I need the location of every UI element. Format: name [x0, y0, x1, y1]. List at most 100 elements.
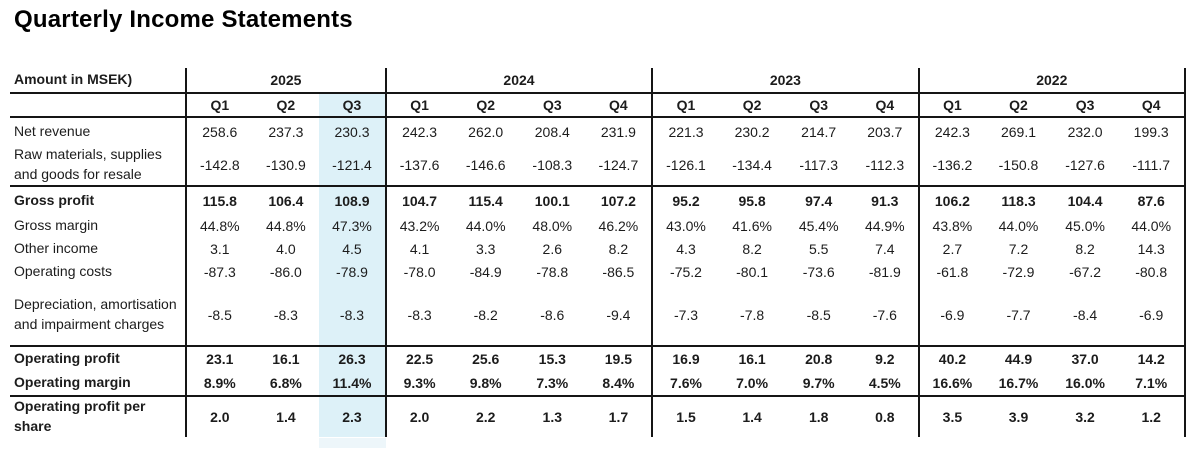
row-label: Other income	[14, 239, 99, 256]
table-cell: 8.2	[1075, 240, 1095, 257]
table-row: Raw materials, supplies and goods for re…	[10, 145, 1187, 187]
table-cell: -7.3	[651, 284, 719, 347]
table-cell: 2.7	[917, 237, 986, 260]
table-cell: 16.0%	[1051, 371, 1119, 397]
row-label: Operating margin	[10, 371, 186, 397]
table-cell: 262.0	[468, 123, 504, 140]
table-cell: 104.4	[1067, 192, 1103, 209]
table-cell: -86.0	[269, 264, 302, 280]
table-cell: 37.0	[1071, 351, 1099, 367]
table-cell: 4.3	[651, 237, 719, 260]
table-cell: -7.6	[851, 284, 919, 347]
table-cell: -142.8	[185, 145, 253, 187]
table-cell: -61.8	[917, 260, 986, 284]
table-cell: 107.2	[600, 192, 636, 209]
table-row: Other income 3.1 4.0 4.5 4.1 3.3 2.6 8.2 4.3 8.2 5…	[10, 237, 1187, 260]
table-cell: -136.2	[917, 145, 986, 187]
quarter-header-row: Q1 Q2 Q3 Q1 Q2 Q3 Q4 Q1 Q2 Q3 Q4 Q1 Q2 Q3 Q4	[10, 93, 1187, 118]
quarter-header: Q1	[384, 93, 453, 118]
table-cell: 242.3	[917, 117, 986, 145]
table-cell: 22.5	[384, 346, 453, 371]
table-cell: 269.1	[1000, 123, 1037, 140]
table-cell: 11.4%	[319, 371, 386, 397]
table-cell: -9.4	[585, 284, 653, 347]
table-cell: 1.7	[608, 408, 629, 425]
table-cell: 100.1	[534, 192, 570, 209]
table-cell: 4.5	[319, 237, 386, 260]
table-cell: 95.2	[651, 186, 719, 214]
row-label: Operating profit	[14, 350, 120, 367]
table-cell: 9.7%	[785, 371, 852, 397]
table-cell: 16.6%	[917, 371, 986, 397]
table-cell: 2.0	[384, 396, 453, 437]
table-cell: -8.5	[185, 284, 253, 347]
year-header: 2025	[185, 68, 386, 94]
income-statements-table: Amount in MSEK) 2025 2024 2023 2022 Q1 Q2 Q3 Q1 Q…	[10, 68, 1187, 437]
table-cell: -81.9	[868, 264, 901, 280]
row-label: Gross margin	[14, 216, 99, 233]
table-cell: 7.3%	[518, 371, 586, 397]
table-cell: 4.5%	[851, 371, 919, 397]
quarter-header: Q3	[319, 93, 386, 118]
table-row: Operating margin 8.9% 6.8% 11.4% 9.3% 9.8% 7.3…	[10, 371, 1187, 397]
table-cell: 44.8%	[185, 214, 253, 237]
table-cell: 118.3	[1001, 192, 1036, 209]
table-cell: -8.6	[518, 284, 586, 347]
table-cell: 6.8%	[252, 371, 320, 397]
table-cell: 44.9	[1004, 351, 1033, 367]
table-cell: -112.3	[851, 145, 919, 187]
table-cell: -8.3	[319, 284, 386, 347]
row-label: Raw materials, supplies and goods for re…	[10, 145, 186, 187]
table-cell: 8.9%	[185, 371, 253, 397]
table-cell: -67.2	[1069, 264, 1102, 280]
quarter-header: Q3	[785, 93, 852, 118]
table-cell: -72.9	[1002, 264, 1035, 280]
table-cell: 95.8	[738, 192, 766, 209]
year-header: 2022	[917, 68, 1187, 94]
table-cell: -137.6	[384, 145, 453, 187]
table-cell: 2.3	[319, 396, 386, 437]
quarter-header: Q1	[917, 93, 986, 118]
table-cell: 108.9	[319, 186, 386, 214]
table-cell: 7.4	[875, 240, 895, 257]
table-cell: 1.3	[542, 408, 563, 425]
table-cell: 106.2	[917, 186, 986, 214]
table-cell: -134.4	[718, 145, 786, 187]
table-cell: -7.7	[985, 284, 1052, 347]
table-cell: 44.0%	[465, 217, 506, 234]
table-cell: 43.2%	[384, 214, 453, 237]
table-cell: 14.3	[1118, 237, 1187, 260]
table-cell: 230.2	[734, 123, 770, 140]
year-header: 2023	[651, 68, 919, 94]
table-cell: 97.4	[805, 192, 833, 209]
table-cell: 46.2%	[598, 217, 639, 234]
table-cell: -130.9	[252, 145, 320, 187]
table-cell: -78.0	[384, 260, 453, 284]
table-cell: 230.3	[319, 117, 386, 145]
table-cell: 48.0%	[532, 217, 573, 234]
table-cell: -121.4	[319, 145, 386, 187]
table-cell: 3.1	[185, 237, 253, 260]
table-cell: 3.2	[1075, 408, 1095, 425]
table-cell: 19.5	[604, 351, 633, 367]
table-cell: -108.3	[518, 145, 586, 187]
quarter-header: Q4	[585, 93, 653, 118]
table-cell: -87.3	[185, 260, 253, 284]
table-cell: 20.8	[805, 351, 833, 367]
table-cell: -84.9	[469, 264, 502, 280]
table-cell: -7.8	[718, 284, 786, 347]
table-cell: 4.1	[384, 237, 453, 260]
table-cell: 232.0	[1067, 123, 1103, 140]
table-cell: 16.9	[651, 346, 719, 371]
table-cell: 16.1	[272, 351, 300, 367]
table-cell: -117.3	[785, 145, 852, 187]
quarter-header: Q4	[1118, 93, 1187, 118]
table-cell: 40.2	[917, 346, 986, 371]
table-cell: 9.2	[875, 351, 895, 367]
table-cell: 199.3	[1118, 117, 1187, 145]
row-label: Gross profit	[14, 191, 95, 208]
table-cell: 258.6	[185, 117, 253, 145]
table-cell: 23.1	[185, 346, 253, 371]
table-cell: 7.6%	[651, 371, 719, 397]
quarter-header: Q2	[452, 93, 519, 118]
